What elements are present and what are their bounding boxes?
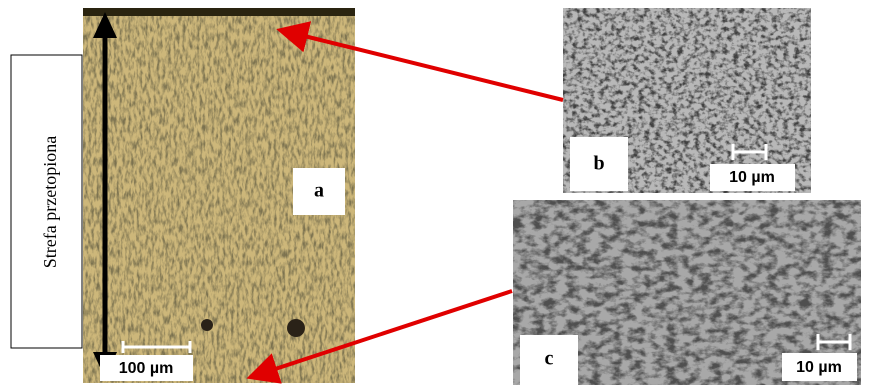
label-c: c <box>545 348 554 370</box>
figure: Strefa przetopiona a 100 µm b 10 µm c 10… <box>0 0 869 389</box>
scale-label-b: 10 µm <box>729 169 775 186</box>
label-a: a <box>314 180 324 202</box>
scale-label-a: 100 µm <box>119 360 174 377</box>
label-b: b <box>593 153 604 175</box>
scale-label-c: 10 µm <box>796 359 842 376</box>
zone-label: Strefa przetopiona <box>40 136 60 268</box>
